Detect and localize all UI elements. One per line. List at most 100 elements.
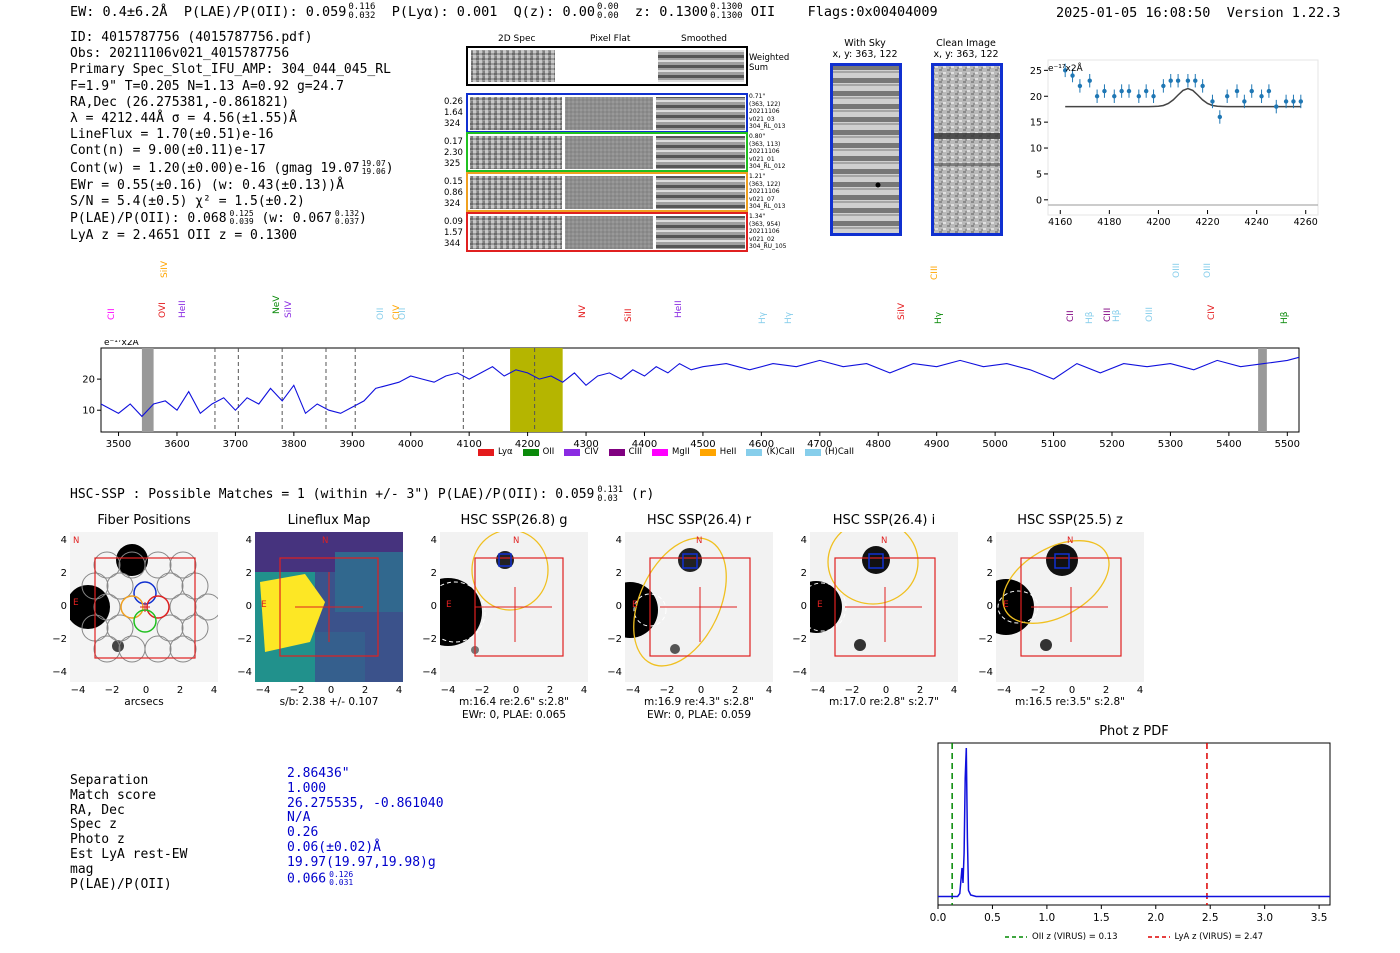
north-label: N <box>1067 536 1074 546</box>
spec2d-row-right: 1.34" (363, 954) 20211106 v021_02 304_RU_105 <box>749 213 787 251</box>
panel-x-tick-label: 0 <box>142 685 150 696</box>
data-point <box>1136 94 1142 99</box>
spec2d-svg <box>466 46 748 252</box>
x-tick-label: 3900 <box>340 439 365 450</box>
line-fit-region <box>510 348 563 432</box>
spec2d-row-left: 0.17 2.30 325 <box>444 137 463 169</box>
x-tick-label: 4220 <box>1195 217 1219 228</box>
legend-lya: LyA z (VIRUS) = 2.47 <box>1174 932 1264 942</box>
panel-y-tick-label: −4 <box>792 667 807 678</box>
x-tick-label: 4200 <box>515 439 540 450</box>
data-point <box>1217 114 1223 120</box>
panel-y-tick-label: 4 <box>615 535 622 546</box>
panel-y-tick-label: 2 <box>615 568 622 579</box>
data-point <box>1283 99 1289 104</box>
x-tick-label: 5300 <box>1158 439 1183 450</box>
match-label: P(LAE)/P(OII) <box>70 876 172 892</box>
legend-label: HeII <box>719 447 737 457</box>
emission-line-label: Hβ <box>1085 311 1095 324</box>
match-label: Photo z <box>70 832 125 848</box>
x-tick-label: 3.0 <box>1256 912 1273 924</box>
clean-image <box>931 63 1003 236</box>
panel-x-tick-label: 2 <box>731 685 739 696</box>
y-tick-label: 10 <box>1030 144 1042 155</box>
panel-y-tick-label: −4 <box>237 667 252 678</box>
east-label: E <box>632 600 638 610</box>
panel-y-tick-label: 4 <box>430 535 437 546</box>
data-point <box>1062 68 1068 73</box>
data-point <box>1168 78 1173 83</box>
hsc-summary-lo: 0.03 <box>597 493 618 504</box>
line-label-layer: CII SiIV OVI HeII NeV SiIV OII CIV OII NV SiII HeII… <box>0 261 1400 350</box>
weighted-sum-label: Weighted Sum <box>749 53 790 73</box>
data-point <box>1161 83 1166 89</box>
panel-y-tick-label: 2 <box>430 568 437 579</box>
match-label: Separation <box>70 773 149 788</box>
data-point <box>1185 78 1191 83</box>
legend-label: (K)CaII <box>766 447 795 457</box>
data-point <box>1298 99 1304 104</box>
panel-title: Lineflux Map <box>287 513 371 528</box>
y-tick-label: 10 <box>82 406 95 417</box>
y-tick-label: 15 <box>1030 118 1042 129</box>
panel-y-tick-label: 2 <box>800 568 807 579</box>
panel-x-tick-label: −4 <box>625 685 641 696</box>
x-tick-label: 5100 <box>1041 439 1066 450</box>
legend-swatch <box>608 448 625 456</box>
legend-label: Lyα <box>498 447 513 457</box>
data-point <box>1224 94 1230 99</box>
panel-y-tick-label: 2 <box>60 568 67 579</box>
spec2d-row <box>466 212 748 252</box>
legend-entry: OII <box>522 447 554 457</box>
masked-region <box>1258 348 1267 432</box>
data-point <box>1200 83 1205 89</box>
north-label: N <box>322 536 329 546</box>
weighted-sum-smoothed <box>658 50 744 82</box>
info-sn: S/N = 5.4(±0.5) χ² = 1.5(±0.2) <box>70 193 305 209</box>
x-tick-label: 4160 <box>1048 217 1072 228</box>
north-label-left: N <box>73 536 80 546</box>
emission-line-label: CII <box>107 308 117 320</box>
data-point <box>1151 94 1156 99</box>
east-label: E <box>261 600 267 610</box>
emission-line-label: OIII <box>1172 262 1182 278</box>
match-value: 26.275535, -0.861040 <box>287 795 444 811</box>
emission-line-label: OIII <box>1145 306 1155 322</box>
spec2d-row-left: 0.15 0.86 324 <box>444 177 463 209</box>
panel-y-tick-label: 4 <box>60 535 67 546</box>
header-qz-hi: 0.00 <box>596 2 619 12</box>
data-point <box>1274 104 1279 109</box>
emission-line-label: Hβ <box>1280 311 1290 324</box>
match-label: RA, Dec <box>70 802 125 818</box>
panel-y-tick-label: 2 <box>986 568 993 579</box>
spec2d-row-left: 0.09 1.57 344 <box>444 217 463 249</box>
panel-x-tick-label: 0 <box>697 685 705 696</box>
spec2d-panel: 2D Spec Pixel Flat Smoothed <box>440 33 800 258</box>
emission-line-label: NV <box>578 305 588 318</box>
north-label: N <box>696 536 703 546</box>
panel-x-tick-label: 4 <box>395 685 403 696</box>
panel-x-tick-label: −4 <box>70 685 86 696</box>
panel-x-tick-label: 4 <box>580 685 588 696</box>
emission-line-label: Hγ <box>784 311 794 324</box>
x-tick-label: 5000 <box>982 439 1007 450</box>
x-tick-label: 4500 <box>690 439 715 450</box>
header-z: z: 0.1300 <box>634 4 709 20</box>
data-point <box>1291 99 1296 104</box>
spectrum-scale-label: e⁻¹⁷x2Å <box>104 340 140 348</box>
panel-y-tick-label: 4 <box>245 535 252 546</box>
emission-line-label: OII <box>376 307 386 320</box>
spec2d-row-right: 1.21" (363, 122) 20211106 v021_07 304_RL_013 <box>749 173 786 211</box>
hsc-summary-band: (r) <box>630 487 655 502</box>
panel-x-tick-label: 0 <box>327 685 335 696</box>
panel-y-tick-label: 0 <box>615 601 622 612</box>
legend-entry: MgII <box>652 447 690 457</box>
x-tick-label: 0.0 <box>930 912 947 924</box>
header-z-line: OII <box>750 4 776 20</box>
match-value: 2.86436" <box>287 766 350 781</box>
info-block: ID: 4015787756 (4015787756.pdf) Obs: 202… <box>70 30 394 244</box>
legend-entry: (H)CaII <box>804 447 854 457</box>
hsc-i-image <box>810 532 958 682</box>
data-point <box>1070 73 1075 78</box>
info-line: ID: 4015787756 (4015787756.pdf) <box>70 30 313 45</box>
